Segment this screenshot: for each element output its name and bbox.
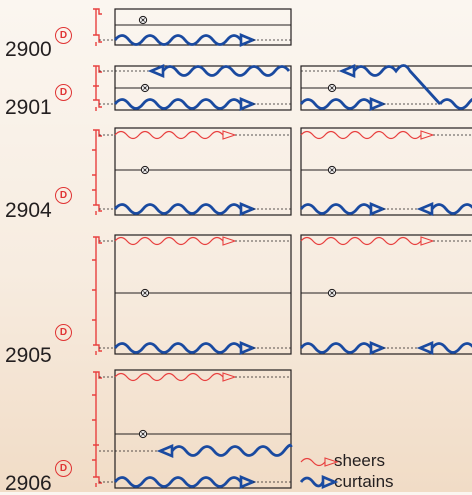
track-frame-2906 xyxy=(114,369,292,489)
sheer-wave-2904 xyxy=(114,130,224,140)
diagram-2905 xyxy=(92,234,472,355)
legend-curtains-label: curtains xyxy=(334,472,394,491)
legend xyxy=(299,457,339,489)
code-label-2904: 2904 xyxy=(5,199,52,222)
curtain-wave-2900 xyxy=(113,34,243,46)
d-badge-2904: D xyxy=(55,187,72,204)
track-frame-2905-right xyxy=(300,234,472,355)
curtain-arrow-2900 xyxy=(239,33,257,47)
bracket-profile-2901 xyxy=(93,65,102,111)
curtain-arrow-2901-top xyxy=(147,64,165,78)
bracket-profile-2900 xyxy=(93,8,102,46)
diagram-2901 xyxy=(93,64,472,111)
diagram-2904 xyxy=(92,127,472,216)
track-frame-2900 xyxy=(114,8,292,46)
track-frame-2904-right xyxy=(300,127,472,216)
curtain-wave-2901-top xyxy=(161,65,291,77)
d-badge-2900: D xyxy=(55,27,72,44)
code-label-2905: 2905 xyxy=(5,344,52,367)
legend-curtains-icon xyxy=(299,476,325,488)
code-label-2901: 2901 xyxy=(5,96,52,119)
curtain-wave-2901-bottom xyxy=(113,98,243,110)
d-badge-2906: D xyxy=(55,460,72,477)
bracket-profile-2905 xyxy=(92,236,102,355)
legend-sheers-label: sheers xyxy=(334,451,386,470)
track-frame-2904-left xyxy=(114,127,292,216)
diagram-2906 xyxy=(92,369,293,489)
track-frame-2905-left xyxy=(114,234,292,355)
d-badge-2901: D xyxy=(55,84,72,101)
legend-sheers-icon xyxy=(300,457,326,467)
diagram-2900 xyxy=(93,8,292,47)
code-label-2900: 2900 xyxy=(5,38,52,61)
code-label-2906: 2906 xyxy=(5,472,52,495)
bracket-profile-2906 xyxy=(92,371,102,487)
d-badge-2905: D xyxy=(55,324,72,341)
bracket-profile-2904 xyxy=(92,129,102,215)
center-pin-2900 xyxy=(138,15,148,25)
